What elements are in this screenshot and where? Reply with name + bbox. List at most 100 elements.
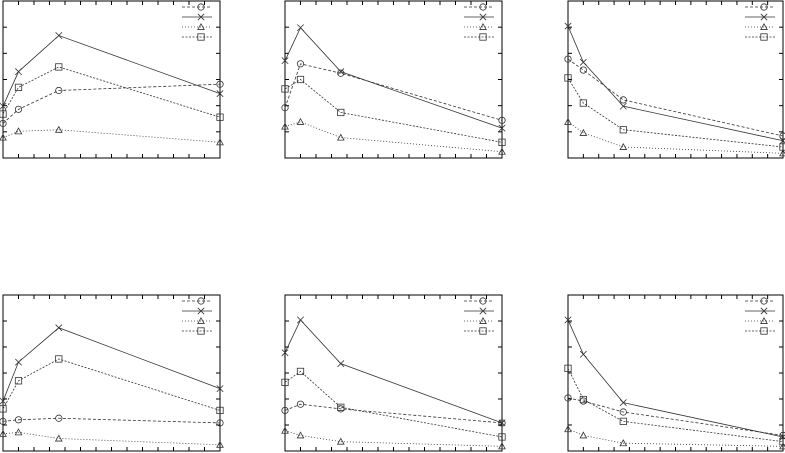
legend-marker-4 — [197, 33, 205, 41]
series-4-line — [284, 370, 503, 438]
series-4-point — [498, 433, 506, 441]
series-4-point — [14, 377, 23, 385]
legend-marker-3 — [197, 316, 205, 324]
legend-marker-2 — [479, 307, 487, 315]
series-4-point — [564, 74, 572, 82]
series-3-point — [54, 434, 63, 442]
series-3-point — [216, 440, 224, 448]
legend-marker-1 — [197, 297, 205, 305]
series-2-point — [0, 102, 7, 110]
series-3-point — [0, 133, 7, 141]
legend-marker-3 — [479, 316, 487, 324]
series-4-point — [14, 83, 23, 91]
legend-marker-4 — [197, 327, 205, 335]
series-4-point — [564, 364, 572, 372]
series-3-point — [336, 133, 345, 141]
legend-marker-1 — [479, 3, 487, 11]
series-2-point — [498, 124, 506, 132]
series-3-line — [567, 121, 784, 154]
series-1-point — [296, 60, 305, 68]
series-3-line — [284, 121, 503, 153]
series-1-point — [779, 132, 785, 140]
series-3-point — [281, 122, 289, 130]
series-2-line — [567, 25, 784, 142]
panel-top-left — [0, 0, 224, 159]
series-1-point — [619, 96, 627, 104]
series-3-point — [498, 147, 506, 155]
legend-marker-2 — [479, 13, 487, 21]
series-1-line — [567, 58, 784, 137]
series-2-line — [567, 319, 784, 438]
legend-marker-1 — [479, 297, 487, 305]
series-1-point — [498, 419, 506, 427]
legend-marker-3 — [197, 22, 205, 30]
series-1-point — [579, 66, 587, 74]
legend-marker-4 — [479, 33, 487, 41]
series-4-point — [216, 406, 224, 415]
series-2-point — [619, 102, 627, 110]
series-2-point — [564, 22, 572, 30]
series-3-point — [498, 442, 506, 450]
series-1-point — [498, 116, 506, 124]
series-1-point — [337, 69, 345, 77]
series-2-line — [2, 327, 221, 402]
series-2-point — [619, 399, 627, 407]
series-4-point — [498, 138, 506, 146]
series-3-point — [0, 429, 7, 437]
series-4-point — [619, 126, 627, 134]
series-1-point — [281, 406, 289, 415]
series-3-point — [14, 127, 23, 135]
series-1-line — [2, 417, 221, 424]
series-2-point — [564, 316, 572, 324]
legend-marker-2 — [760, 13, 768, 21]
plot-frame — [284, 0, 503, 159]
series-1-point — [216, 419, 224, 427]
series-4-line — [284, 79, 503, 143]
series-3-point — [54, 125, 63, 133]
series-3-point — [296, 117, 305, 125]
series-2-point — [579, 350, 587, 358]
series-4-point — [281, 378, 289, 386]
series-4-point — [779, 438, 785, 446]
series-4-line — [567, 77, 784, 148]
series-1-line — [284, 63, 503, 121]
series-2-point — [281, 349, 289, 357]
series-2-line — [284, 26, 503, 129]
series-2-point — [0, 397, 7, 405]
series-4-point — [337, 403, 345, 411]
series-1-line — [284, 403, 503, 424]
panel-top-middle — [281, 0, 506, 159]
plot-frame — [2, 294, 221, 452]
series-2-point — [779, 137, 785, 145]
legend-marker-3 — [760, 22, 768, 30]
legend-marker-1 — [760, 297, 768, 305]
legend-marker-3 — [479, 22, 487, 30]
series-1-point — [0, 417, 7, 425]
series-2-point — [216, 90, 224, 98]
series-3-point — [779, 149, 785, 157]
series-2-point — [498, 419, 506, 427]
series-4-point — [216, 113, 224, 121]
series-3-line — [2, 129, 221, 143]
legend-marker-2 — [197, 307, 205, 315]
series-1-line — [2, 83, 221, 124]
series-4-point — [337, 108, 345, 117]
series-2-point — [337, 68, 345, 76]
series-1-point — [619, 408, 627, 416]
plot-frame — [567, 294, 784, 452]
legend-marker-4 — [760, 33, 768, 41]
series-2-line — [2, 35, 221, 107]
series-4-point — [0, 405, 7, 413]
series-2-point — [297, 316, 304, 324]
series-2-point — [779, 433, 785, 441]
series-4-line — [2, 358, 221, 411]
panel-bottom-left — [0, 294, 224, 452]
series-1-point — [0, 119, 7, 128]
series-4-point — [296, 367, 305, 376]
series-4-point — [0, 110, 7, 118]
series-2-point — [281, 57, 289, 65]
series-4-point — [579, 395, 587, 404]
series-4-point — [55, 63, 63, 71]
series-2-point — [55, 324, 63, 332]
